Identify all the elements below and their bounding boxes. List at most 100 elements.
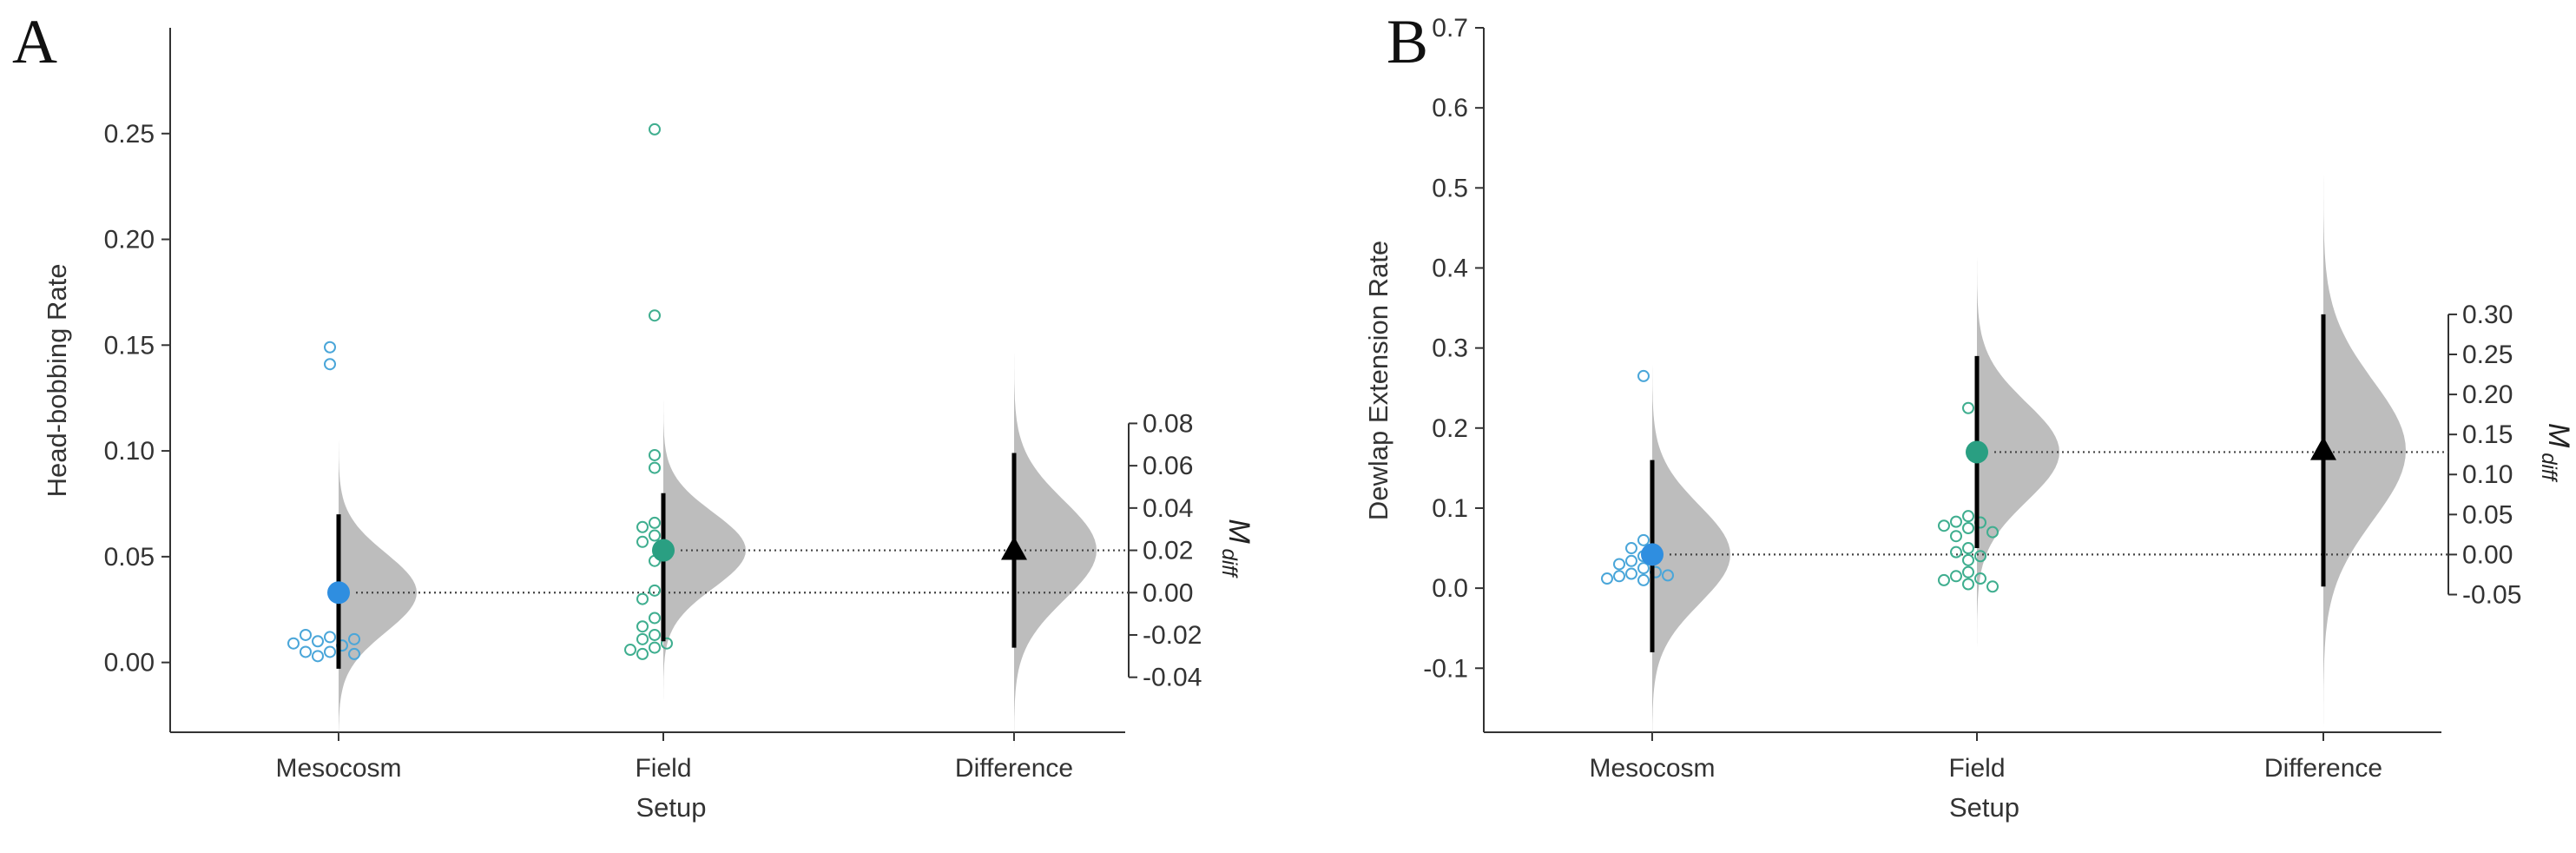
x-axis-label: Setup bbox=[1949, 792, 2019, 823]
raw-data-point bbox=[649, 584, 661, 597]
y-tick-label: 0.3 bbox=[1432, 334, 1468, 363]
raw-data-point bbox=[1950, 530, 1962, 543]
group-mean-marker bbox=[1966, 440, 1988, 464]
x-tick-label: Field bbox=[635, 754, 691, 783]
raw-data-point bbox=[1625, 542, 1637, 555]
panel-letter: B bbox=[1387, 7, 1428, 76]
raw-data-point bbox=[649, 628, 661, 641]
panel-a: A 0.00 0.05 0.10 0.15 0.20 0.25 Head-bobbing Ra… bbox=[12, 7, 1255, 823]
y-tick-label: 0.10 bbox=[104, 437, 155, 466]
y-tick-label: 0.6 bbox=[1432, 94, 1468, 122]
group-mean-marker bbox=[327, 581, 350, 605]
raw-data-point bbox=[636, 620, 649, 633]
raw-data-point bbox=[300, 628, 312, 641]
raw-data-point bbox=[1625, 554, 1637, 567]
raw-data-point bbox=[1938, 519, 1950, 532]
y-tick-label: 0.4 bbox=[1432, 254, 1468, 282]
raw-data-point bbox=[649, 448, 661, 461]
raw-data-point bbox=[649, 309, 661, 322]
x-tick-label: Difference bbox=[2264, 754, 2382, 783]
y-tick-label: 0.7 bbox=[1432, 14, 1468, 43]
raw-data-point bbox=[312, 650, 324, 663]
y-axis-label: Head-bobbing Rate bbox=[42, 264, 72, 498]
y-tick-label: -0.1 bbox=[1423, 654, 1468, 683]
mdiff-tick-label: 0.02 bbox=[1143, 537, 1193, 565]
x-tick-label: Mesocosm bbox=[275, 754, 401, 783]
raw-data-point bbox=[1662, 569, 1674, 582]
x-tick-label: Field bbox=[1948, 754, 2005, 783]
group-mean-marker bbox=[652, 539, 675, 562]
raw-data-point bbox=[324, 341, 336, 354]
y-axis-label: Dewlap Extension Rate bbox=[1363, 241, 1393, 520]
raw-data-point bbox=[1974, 550, 1986, 563]
mdiff-label-main: M bbox=[1222, 519, 1255, 544]
bootstrap-distribution bbox=[663, 391, 746, 710]
raw-data-point bbox=[324, 645, 336, 658]
raw-data-point bbox=[636, 647, 649, 660]
panel-b: B -0.1 0.0 0.1 0.2 0.3 0.4 0.5 0.6 0.7 Dewlap Exte… bbox=[1363, 7, 2575, 823]
raw-data-point bbox=[1986, 580, 1999, 593]
raw-data-point bbox=[1986, 526, 1999, 539]
y-tick-label: 0.00 bbox=[104, 649, 155, 678]
mdiff-tick-label: -0.05 bbox=[2462, 580, 2521, 609]
group-mean-marker bbox=[1641, 543, 1664, 566]
y-tick-label: 0.0 bbox=[1432, 574, 1468, 603]
raw-data-point bbox=[636, 592, 649, 605]
mdiff-tick-label: 0.08 bbox=[1143, 409, 1193, 438]
raw-data-point bbox=[324, 358, 336, 371]
raw-data-point bbox=[1962, 542, 1974, 555]
raw-data-point bbox=[1950, 570, 1962, 583]
raw-data-point bbox=[1974, 572, 1986, 585]
raw-data-point bbox=[287, 637, 300, 650]
raw-data-point bbox=[636, 520, 649, 533]
y-tick-label: 0.5 bbox=[1432, 174, 1468, 202]
bootstrap-distribution bbox=[1014, 341, 1097, 759]
mdiff-tick-label: 0.00 bbox=[1143, 579, 1193, 607]
raw-data-point bbox=[348, 632, 360, 645]
raw-data-point bbox=[1962, 510, 1974, 523]
raw-data-point bbox=[1962, 521, 1974, 534]
raw-data-point bbox=[1637, 562, 1650, 575]
mdiff-label-sub: diff bbox=[1217, 549, 1241, 579]
raw-data-point bbox=[1625, 567, 1637, 580]
raw-data-point bbox=[1962, 578, 1974, 591]
y-tick-label: 0.05 bbox=[104, 543, 155, 572]
raw-data-point bbox=[1601, 572, 1613, 585]
raw-data-point bbox=[1637, 369, 1650, 382]
mdiff-label-sub: diff bbox=[2537, 453, 2560, 482]
raw-data-point bbox=[348, 647, 360, 660]
raw-data-point bbox=[649, 516, 661, 529]
raw-data-point bbox=[312, 635, 324, 648]
raw-data-point bbox=[1962, 565, 1974, 579]
raw-data-point bbox=[649, 122, 661, 136]
y-tick-label: 0.15 bbox=[104, 331, 155, 360]
y-tick-label: 0.25 bbox=[104, 120, 155, 149]
raw-data-point bbox=[624, 644, 636, 657]
raw-data-point bbox=[649, 612, 661, 625]
raw-data-point bbox=[1962, 553, 1974, 566]
difference-mean-marker bbox=[2310, 436, 2336, 460]
mdiff-tick-label: 0.00 bbox=[2462, 540, 2513, 569]
raw-data-point bbox=[300, 645, 312, 658]
raw-data-point bbox=[636, 632, 649, 645]
panel-letter: A bbox=[12, 7, 57, 76]
mdiff-tick-label: -0.02 bbox=[1143, 621, 1202, 650]
mdiff-tick-label: 0.10 bbox=[2462, 460, 2513, 489]
bootstrap-distribution bbox=[1977, 246, 2059, 658]
mdiff-tick-label: 0.06 bbox=[1143, 452, 1193, 480]
raw-data-point bbox=[324, 631, 336, 644]
raw-data-point bbox=[1950, 546, 1962, 559]
y-tick-label: 0.20 bbox=[104, 226, 155, 255]
raw-data-point bbox=[661, 637, 673, 650]
raw-data-point bbox=[1613, 570, 1625, 583]
raw-data-point bbox=[1613, 558, 1625, 571]
difference-mean-marker bbox=[1001, 536, 1027, 560]
x-axis-label: Setup bbox=[636, 792, 706, 823]
raw-data-point bbox=[1637, 533, 1650, 546]
raw-data-point bbox=[649, 641, 661, 654]
mdiff-tick-label: 0.20 bbox=[2462, 380, 2513, 409]
raw-data-point bbox=[1938, 573, 1950, 586]
raw-data-point bbox=[1637, 573, 1650, 586]
